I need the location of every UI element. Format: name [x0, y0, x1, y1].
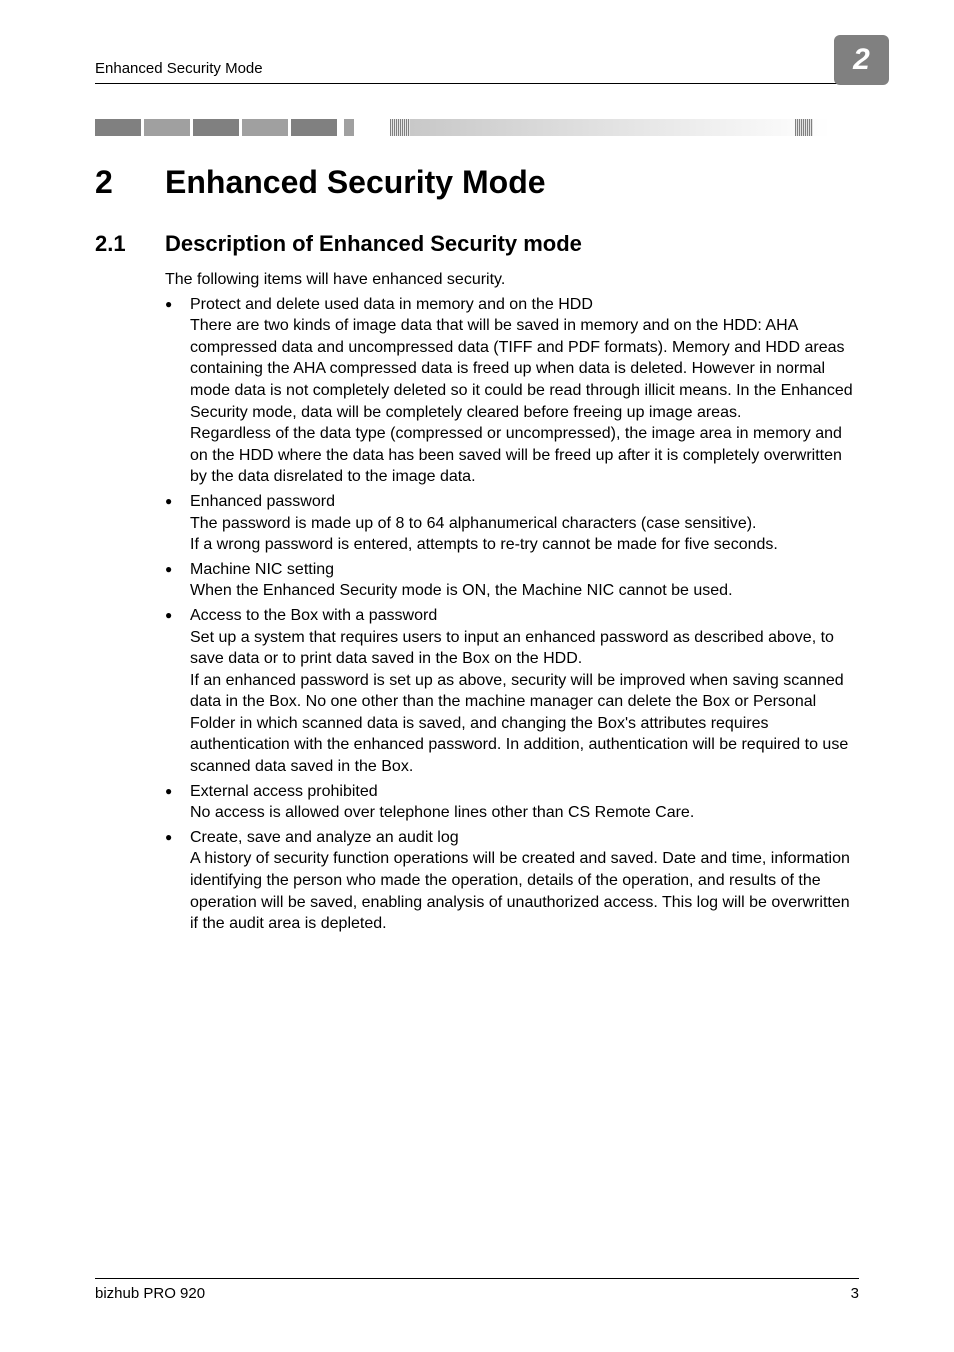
footer-page-number: 3	[851, 1285, 859, 1302]
bullet-item: External access prohibited No access is …	[165, 781, 859, 824]
intro-text: The following items will have enhanced s…	[165, 269, 859, 291]
bullet-paragraph: When the Enhanced Security mode is ON, t…	[190, 580, 859, 602]
bullet-paragraph: A history of security function operation…	[190, 848, 859, 934]
bullet-item: Enhanced password The password is made u…	[165, 491, 859, 556]
chapter-badge-number: 2	[853, 43, 870, 77]
decorative-bar	[0, 119, 954, 136]
footer-row: bizhub PRO 920 3	[95, 1278, 859, 1302]
subsection-title: 2.1 Description of Enhanced Security mod…	[95, 231, 859, 257]
subsection-number: 2.1	[95, 231, 165, 257]
section-number: 2	[95, 164, 165, 201]
bullet-title: External access prohibited	[190, 781, 859, 803]
bullet-item: Machine NIC setting When the Enhanced Se…	[165, 559, 859, 602]
bullet-list: Protect and delete used data in memory a…	[165, 294, 859, 935]
bullet-item: Access to the Box with a password Set up…	[165, 605, 859, 778]
bullet-title: Create, save and analyze an audit log	[190, 827, 859, 849]
bullet-paragraph: The password is made up of 8 to 64 alpha…	[190, 513, 859, 535]
subsection-heading: Description of Enhanced Security mode	[165, 231, 582, 257]
bullet-paragraph: If an enhanced password is set up as abo…	[190, 670, 859, 778]
bullet-title: Machine NIC setting	[190, 559, 859, 581]
bullet-paragraph: If a wrong password is entered, attempts…	[190, 534, 859, 556]
bullet-paragraph: There are two kinds of image data that w…	[190, 315, 859, 423]
bullet-item: Create, save and analyze an audit log A …	[165, 827, 859, 935]
footer-product-name: bizhub PRO 920	[95, 1285, 205, 1302]
header-row: Enhanced Security Mode	[95, 60, 859, 84]
section-heading: Enhanced Security Mode	[165, 164, 546, 201]
section-title: 2 Enhanced Security Mode	[95, 164, 859, 201]
body-content: The following items will have enhanced s…	[165, 269, 859, 935]
chapter-badge: 2	[834, 35, 889, 85]
bullet-title: Enhanced password	[190, 491, 859, 513]
running-header-text: Enhanced Security Mode	[95, 60, 263, 77]
bullet-paragraph: Set up a system that requires users to i…	[190, 627, 859, 670]
bullet-title: Protect and delete used data in memory a…	[190, 294, 859, 316]
bullet-paragraph: Regardless of the data type (compressed …	[190, 423, 859, 488]
bullet-title: Access to the Box with a password	[190, 605, 859, 627]
bullet-item: Protect and delete used data in memory a…	[165, 294, 859, 488]
bullet-paragraph: No access is allowed over telephone line…	[190, 802, 859, 824]
